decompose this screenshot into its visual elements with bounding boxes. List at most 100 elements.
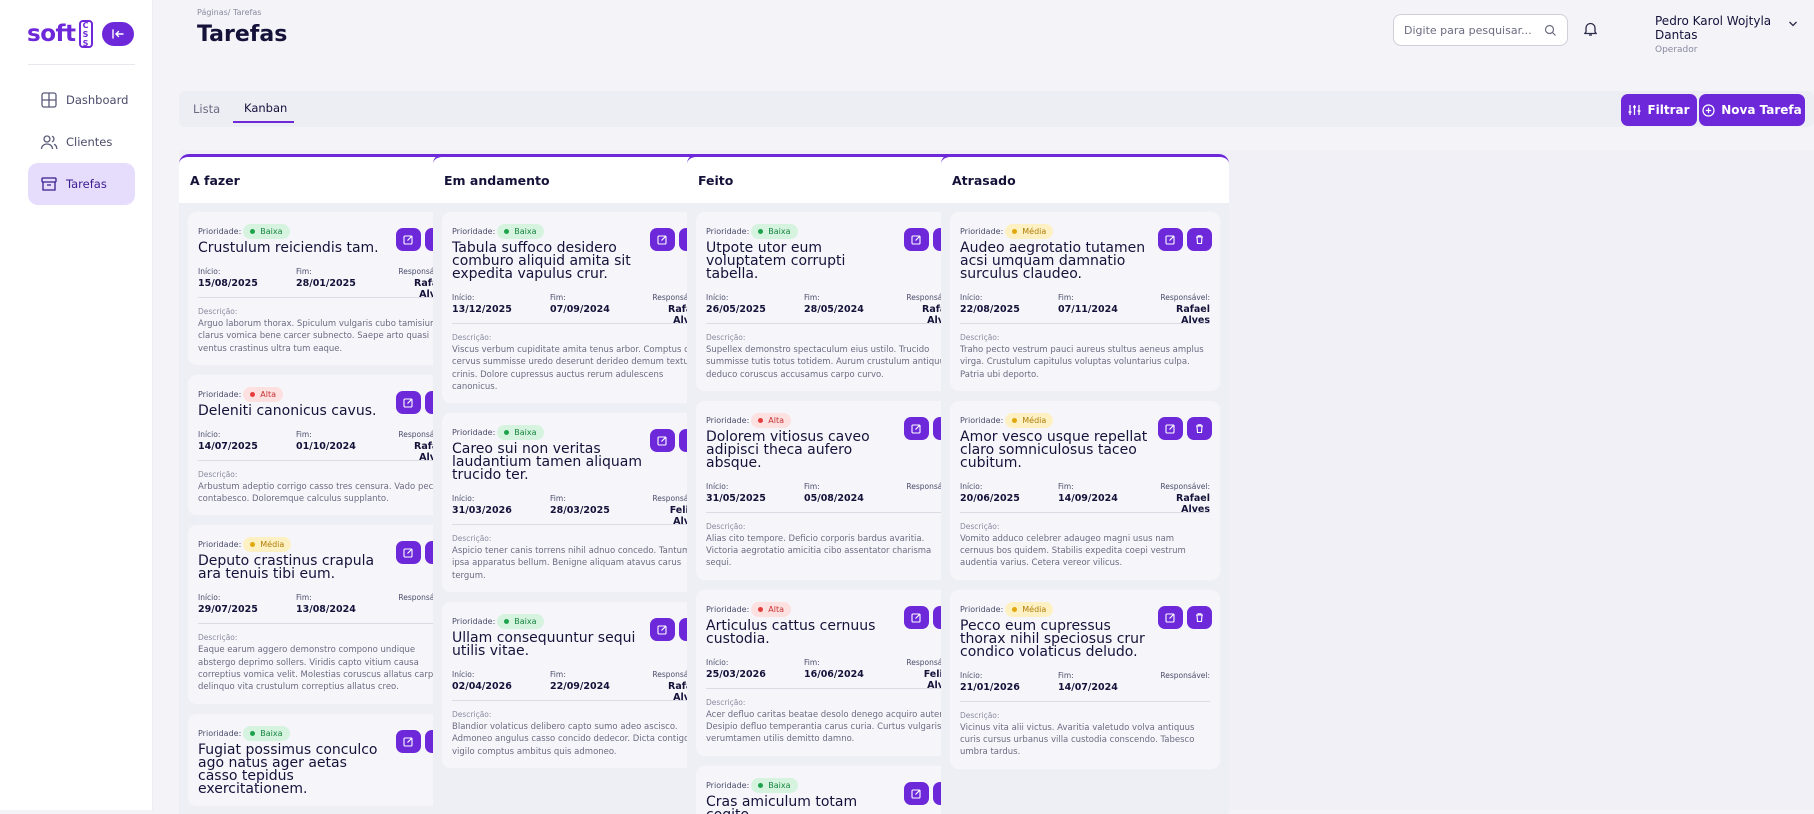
sidebar-item-clientes[interactable]: Clientes	[28, 122, 135, 162]
priority-label: Prioridade:	[960, 605, 1003, 614]
description-label: Descrição:	[960, 333, 1210, 342]
edit-task-button[interactable]	[1158, 417, 1183, 440]
priority-dot	[250, 542, 255, 547]
edit-icon	[1165, 234, 1176, 245]
delete-task-button[interactable]	[1187, 606, 1212, 629]
end-date: 28/03/2025	[550, 505, 648, 517]
collapse-sidebar-button[interactable]	[102, 22, 134, 46]
edit-task-button[interactable]	[396, 228, 421, 251]
notifications-button[interactable]	[1583, 21, 1598, 41]
edit-task-button[interactable]	[904, 228, 929, 251]
start-label: Início:	[706, 482, 804, 491]
column-title: Atrasado	[941, 157, 1229, 203]
users-icon	[40, 133, 58, 151]
chevron-down-icon[interactable]	[1788, 20, 1798, 28]
task-description: Supellex demonstro spectaculum eius usti…	[706, 344, 956, 381]
edit-task-button[interactable]	[1158, 228, 1183, 251]
end-label: Fim:	[296, 430, 394, 439]
end-date: 07/09/2024	[550, 304, 648, 316]
sidebar-item-label: Tarefas	[66, 177, 107, 191]
new-task-button[interactable]: Nova Tarefa	[1699, 94, 1805, 126]
archive-icon	[40, 175, 58, 193]
priority-badge: Baixa	[751, 778, 797, 793]
end-date: 22/09/2024	[550, 681, 648, 693]
delete-task-button[interactable]	[1187, 228, 1212, 251]
breadcrumb: Páginas/ Tarefas	[197, 8, 261, 17]
start-label: Início:	[198, 593, 296, 602]
priority-value: Alta	[260, 390, 276, 399]
priority-label: Prioridade:	[960, 416, 1003, 425]
edit-task-button[interactable]	[650, 228, 675, 251]
start-date: 25/03/2026	[706, 669, 804, 681]
end-date: 01/10/2024	[296, 441, 394, 453]
card-actions	[1154, 228, 1212, 251]
edit-task-button[interactable]	[396, 730, 421, 753]
edit-task-button[interactable]	[904, 417, 929, 440]
edit-icon	[403, 397, 414, 408]
end-label: Fim:	[1058, 293, 1156, 302]
search-input[interactable]: Digite para pesquisar...	[1393, 14, 1568, 46]
task-description: Viscus verbum cupiditate amita tenus arb…	[452, 344, 702, 393]
filter-button[interactable]: Filtrar	[1621, 94, 1697, 126]
edit-task-button[interactable]	[904, 606, 929, 629]
dashboard-icon	[40, 91, 58, 109]
sidebar-item-tarefas[interactable]: Tarefas	[28, 163, 135, 205]
priority-label: Prioridade:	[706, 605, 749, 614]
logo-badge-letter: C	[83, 21, 89, 30]
start-label: Início:	[198, 430, 296, 439]
priority-label: Prioridade:	[706, 227, 749, 236]
edit-task-button[interactable]	[904, 782, 929, 805]
priority-value: Baixa	[514, 227, 536, 236]
edit-icon	[1165, 423, 1176, 434]
edit-task-button[interactable]	[650, 429, 675, 452]
priority-dot	[250, 731, 255, 736]
start-date: 31/05/2025	[706, 493, 804, 505]
edit-task-button[interactable]	[396, 391, 421, 414]
edit-task-button[interactable]	[1158, 606, 1183, 629]
sidebar-item-dashboard[interactable]: Dashboard	[28, 80, 135, 120]
start-date: 22/08/2025	[960, 304, 1058, 316]
priority-label: Prioridade:	[706, 781, 749, 790]
tab-lista[interactable]: Lista	[193, 102, 220, 116]
start-label: Início:	[960, 293, 1058, 302]
priority-label: Prioridade:	[198, 729, 241, 738]
edit-task-button[interactable]	[396, 541, 421, 564]
task-description: Acer defluo caritas beatae desolo denego…	[706, 709, 956, 746]
delete-task-button[interactable]	[1187, 417, 1212, 440]
user-role: Operador	[1655, 45, 1814, 55]
start-label: Início:	[452, 293, 550, 302]
priority-value: Baixa	[260, 227, 282, 236]
priority-badge: Média	[1005, 413, 1053, 428]
end-label: Fim:	[804, 293, 902, 302]
main-content: Páginas/ Tarefas Tarefas Digite para pes…	[153, 0, 1814, 810]
priority-value: Baixa	[260, 729, 282, 738]
priority-dot	[504, 229, 509, 234]
edit-task-button[interactable]	[650, 618, 675, 641]
tab-kanban[interactable]: Kanban	[244, 101, 287, 115]
description-label: Descrição:	[198, 633, 448, 642]
end-date: 14/09/2024	[1058, 493, 1156, 505]
